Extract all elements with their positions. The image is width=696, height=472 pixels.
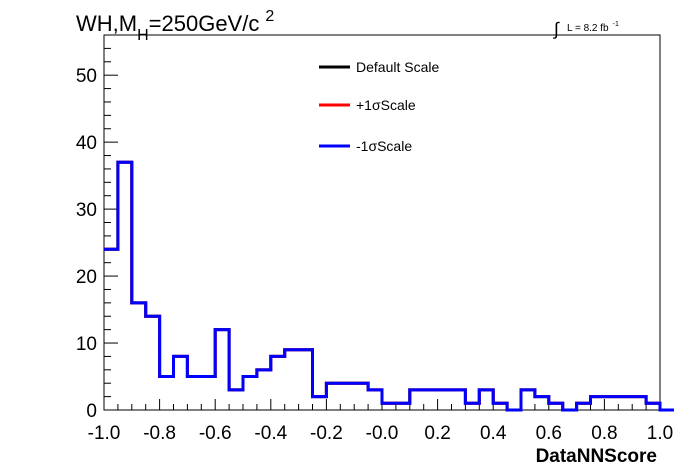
x-tick-label: 0.2 [424, 423, 450, 444]
series-line-2 [104, 160, 674, 412]
y-tick-label: 50 [76, 66, 97, 87]
legend: Default Scale +1σScale -1σScale [319, 59, 439, 154]
x-tick-label: 1.0 [647, 423, 673, 444]
plot-frame [103, 34, 661, 411]
series-layer [104, 160, 674, 412]
x-tick-label: -0.8 [143, 423, 176, 444]
y-tick-label: 30 [76, 200, 97, 221]
series-line-1 [104, 160, 674, 412]
x-tick-label: -0.0 [366, 423, 399, 444]
x-tick-label: -0.6 [199, 423, 232, 444]
title-superscript: 2 [265, 8, 274, 25]
y-tick-label: 10 [76, 334, 97, 355]
legend-label-default: Default Scale [356, 59, 439, 75]
x-axis: -1.0 -0.8 -0.6 -0.4 -0.2 -0.0 0.2 0.4 0.6 0.8 1.0 [88, 399, 673, 444]
y-axis: 0 10 20 30 40 50 [76, 47, 118, 422]
x-tick-label: -0.2 [310, 423, 343, 444]
legend-label-minus1: -1σScale [356, 138, 412, 154]
series-line-0 [104, 160, 674, 412]
title-subscript: H [137, 27, 149, 44]
x-tick-label: 0.6 [536, 423, 562, 444]
x-tick-label: -1.0 [88, 423, 121, 444]
lumi-label: L = 8.2 fb -1 [567, 21, 619, 34]
chart-title: WH,MH=250GeV/c 2 [76, 8, 274, 44]
y-tick-label: 0 [86, 401, 97, 422]
x-axis-label: DataNNScore [536, 446, 657, 467]
x-tick-label: -0.4 [254, 423, 287, 444]
x-tick-label: 0.8 [591, 423, 617, 444]
lumi-integral-sign: ∫ [552, 19, 560, 39]
y-tick-label: 20 [76, 267, 97, 288]
x-tick-label: 0.4 [480, 423, 507, 444]
legend-label-plus1: +1σScale [356, 97, 416, 113]
lumi-superscript: -1 [613, 21, 619, 28]
title-rest: =250GeV/c [149, 11, 260, 36]
y-tick-label: 40 [76, 133, 97, 154]
